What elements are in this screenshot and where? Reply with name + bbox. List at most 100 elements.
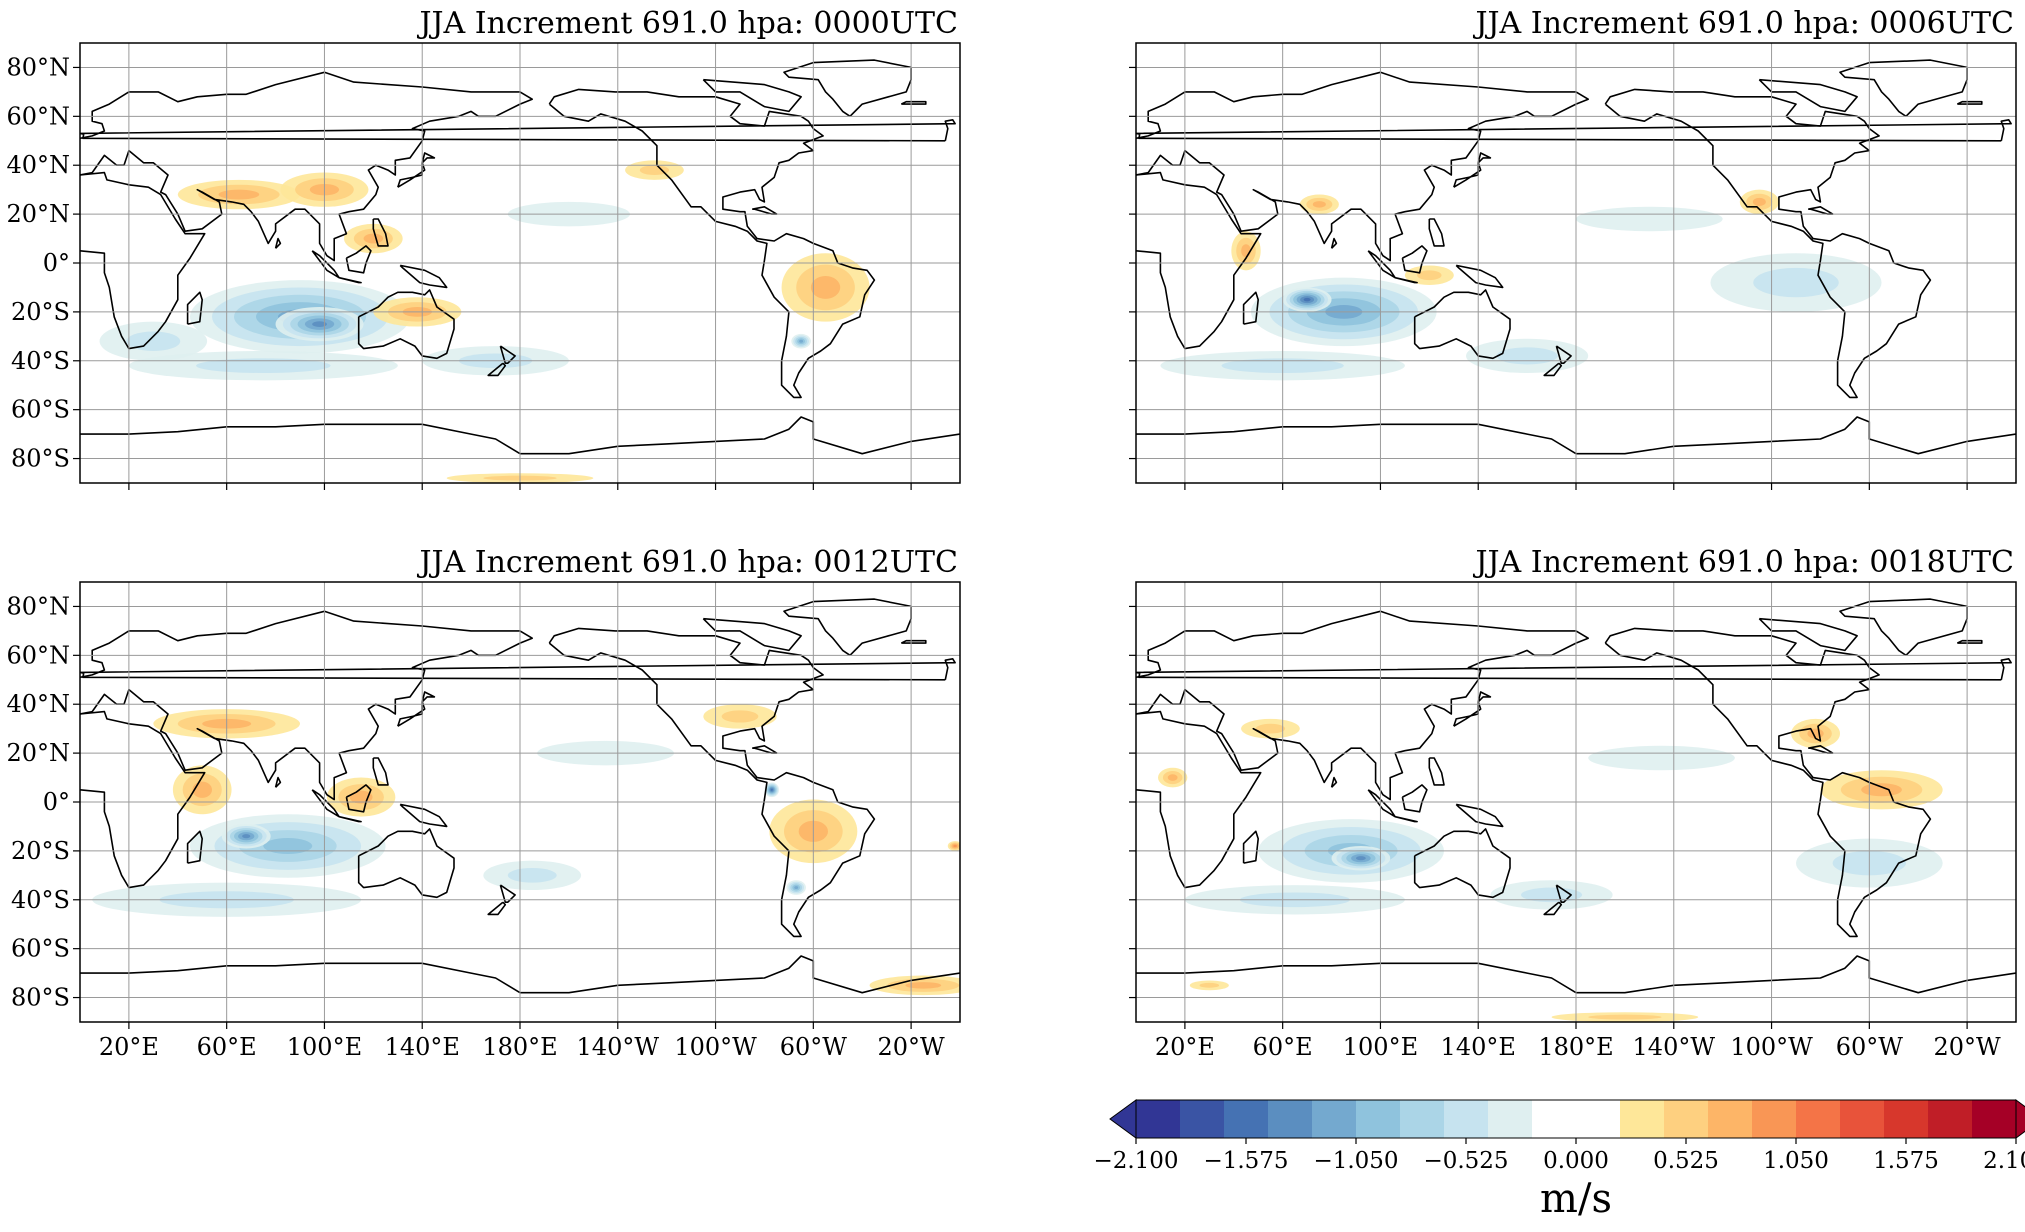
panel-title: JJA Increment 691.0 hpa: 0006UTC [1472, 6, 2014, 41]
coastline [1839, 59, 1968, 117]
coastline [702, 617, 802, 652]
increment-contour [218, 189, 260, 200]
coastline [1808, 206, 1834, 215]
coastline [372, 218, 389, 247]
coastline [752, 206, 778, 215]
increment-field [99, 160, 870, 483]
colorbar-segment [1928, 1100, 1973, 1138]
colorbar-extend-high [2015, 1099, 2025, 1139]
lat-tick-label: 40°N [6, 151, 70, 179]
coastline [357, 828, 455, 899]
colorbar-segment [1664, 1100, 1709, 1138]
latitude-ticks [1129, 605, 1136, 999]
coastline [1136, 657, 2012, 681]
colorbar-segment [1268, 1100, 1313, 1138]
lon-tick-label: 20°E [99, 1033, 159, 1061]
increment-contour [1255, 723, 1286, 734]
coastline [399, 803, 448, 828]
increment-contour [905, 982, 942, 989]
colorbar: −2.100 −1.575 −1.050 −0.525 0.000 0.525 1.050 1… [1093, 1099, 2025, 1222]
coastline [1956, 100, 1983, 105]
longitude-ticks [1184, 483, 1968, 490]
coastline [783, 598, 912, 656]
colorbar-extend-low [1109, 1099, 1137, 1139]
lat-tick-label: 60°N [6, 641, 70, 669]
increment-contour [1241, 244, 1251, 258]
colorbar-segment [1752, 1100, 1797, 1138]
increment-contour [1199, 982, 1220, 988]
lat-tick-label: 60°N [6, 102, 70, 130]
coastline [80, 171, 206, 350]
gridlines [1136, 43, 2016, 483]
gridlines [80, 43, 960, 483]
increment-contour [192, 781, 213, 798]
longitude-labels: 20°E 60°E 100°E 140°E 180°E 140°W 100°W 60°W 20°… [1155, 1022, 2001, 1061]
colorbar-units: m/s [1540, 1176, 1612, 1222]
increment-contour [507, 868, 557, 883]
coastline [1394, 276, 1418, 284]
colorbar-segment [1444, 1100, 1489, 1138]
colorbar-segment [1620, 1100, 1665, 1138]
colorbar-segment [1840, 1100, 1885, 1138]
lon-tick-label: 60°E [1253, 1033, 1313, 1061]
increment-contour [794, 886, 799, 890]
coastline [1428, 757, 1445, 786]
coastline [1136, 610, 1589, 801]
lon-tick-label: 20°W [878, 1033, 946, 1061]
increment-contour [263, 838, 313, 854]
colorbar-tick-label: −0.525 [1423, 1148, 1508, 1174]
coastline [1242, 830, 1259, 864]
coastlines [1136, 598, 2016, 994]
colorbar-ticks: −2.100 −1.575 −1.050 −0.525 0.000 0.525 1.050 1… [1093, 1138, 2025, 1174]
lat-tick-label: 80°S [11, 445, 70, 473]
increment-contour [196, 358, 331, 373]
colorbar-tick-label: −2.100 [1093, 1148, 1178, 1174]
coastline [345, 784, 372, 813]
colorbar-tick-label: 2.100 [1983, 1148, 2025, 1174]
lon-tick-label: 100°W [1730, 1033, 1813, 1061]
coastline [1453, 691, 1492, 727]
map-panel-0012utc: JJA Increment 691.0 hpa: 0012UTC 80°N 60°… [6, 545, 961, 1061]
lat-tick-label: 20°N [6, 200, 70, 228]
lon-tick-label: 180°E [482, 1033, 557, 1061]
colorbar-segments [1136, 1100, 2017, 1138]
lat-tick-label: 20°S [11, 298, 70, 326]
lat-tick-label: 0° [43, 788, 70, 816]
coastline [274, 776, 282, 788]
coastline [900, 639, 927, 644]
increment-contour [1303, 297, 1311, 302]
coastline [80, 657, 956, 681]
map-panel-0018utc: JJA Increment 691.0 hpa: 0018UTC 20°E 60°… [1129, 545, 2017, 1061]
colorbar-segment [1796, 1100, 1841, 1138]
increment-contour [721, 710, 759, 723]
coastline [752, 744, 778, 754]
coastline [1136, 171, 1262, 350]
increment-contour [770, 788, 773, 791]
coastline [397, 152, 436, 188]
longitude-labels: 20°E 60°E 100°E 140°E 180°E 140°W 100°W 60°W 20°… [99, 1022, 945, 1061]
gridlines [80, 582, 960, 1022]
coastline [1401, 245, 1428, 274]
coastline [1453, 152, 1492, 188]
coastline [1428, 218, 1445, 247]
latitude-ticks [1129, 66, 1136, 460]
lon-tick-label: 60°W [780, 1033, 848, 1061]
increment-contour [1356, 856, 1366, 861]
coastline [1394, 815, 1418, 823]
longitude-ticks [128, 483, 912, 490]
coastline [1330, 776, 1338, 788]
coastline [487, 901, 507, 916]
map-panel-0000utc: JJA Increment 691.0 hpa: 0000UTC 80°N 60°… [6, 6, 961, 490]
coastline [338, 276, 362, 284]
coastline [80, 610, 534, 801]
increment-contour [363, 233, 384, 244]
coastline [1758, 78, 1858, 113]
coastline [487, 362, 507, 377]
lon-tick-label: 60°W [1836, 1033, 1904, 1061]
colorbar-segment [1576, 1100, 1621, 1138]
increment-field [1158, 718, 1943, 1022]
increment-contour [1588, 745, 1735, 771]
lat-tick-label: 40°S [11, 886, 70, 914]
increment-contour [312, 321, 327, 327]
